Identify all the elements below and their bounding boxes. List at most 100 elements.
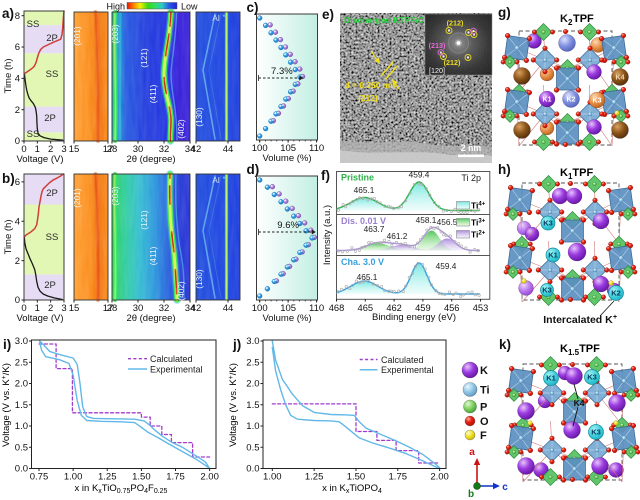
svg-text:K: K (480, 365, 488, 377)
svg-text:d = 0.350 nm: d = 0.350 nm (345, 80, 396, 90)
svg-text:Binding energy (eV): Binding energy (eV) (372, 312, 456, 323)
svg-text:Al: Al (212, 175, 220, 185)
svg-text:SS: SS (46, 69, 59, 80)
svg-text:Cha. 3.0 V: Cha. 3.0 V (341, 257, 384, 267)
svg-text:456: 456 (444, 303, 460, 313)
svg-text:2P: 2P (46, 188, 58, 199)
svg-text:1.25: 1.25 (98, 472, 117, 483)
svg-text:(121): (121) (139, 48, 149, 68)
svg-text:(201): (201) (72, 26, 82, 46)
svg-text:x in KxTiO0.75PO4F0.25: x in KxTiO0.75PO4F0.25 (75, 483, 168, 495)
svg-text:4: 4 (15, 74, 20, 85)
svg-text:Calculated: Calculated (150, 354, 193, 364)
svg-text:SS: SS (27, 129, 40, 140)
svg-text:K1: K1 (546, 374, 556, 383)
svg-text:2P: 2P (44, 113, 56, 124)
svg-text:Experimental: Experimental (381, 365, 434, 375)
svg-text:Ti3+: Ti3+ (471, 218, 486, 228)
svg-text:2.0: 2.0 (15, 379, 28, 390)
svg-text:2 nm: 2 nm (461, 143, 482, 153)
svg-text:a: a (469, 447, 475, 458)
svg-text:42: 42 (191, 144, 202, 155)
svg-text:(402): (402) (176, 281, 186, 301)
svg-text:e): e) (322, 7, 334, 22)
svg-text:459.4: 459.4 (436, 261, 457, 271)
svg-text:34: 34 (185, 303, 196, 314)
svg-text:0.75: 0.75 (30, 472, 49, 483)
svg-text:Calculated: Calculated (381, 355, 424, 365)
svg-text:j): j) (232, 337, 241, 352)
svg-text:f): f) (321, 168, 330, 183)
svg-text:28: 28 (107, 144, 118, 155)
svg-text:+: + (613, 314, 617, 321)
svg-text:(411): (411) (148, 84, 158, 103)
svg-text:30: 30 (133, 144, 144, 155)
svg-text:42: 42 (191, 303, 202, 314)
svg-text:456.5: 456.5 (437, 217, 458, 227)
svg-text:Ti4+: Ti4+ (471, 201, 486, 211)
svg-text:110: 110 (309, 143, 324, 154)
svg-text:K1: K1 (543, 96, 552, 103)
svg-text:b): b) (2, 171, 15, 186)
svg-text:0.0: 0.0 (246, 464, 259, 475)
svg-text:High: High (106, 1, 125, 11)
svg-text:(203): (203) (110, 186, 120, 206)
svg-text:459.4: 459.4 (409, 170, 430, 180)
svg-text:(130): (130) (194, 269, 204, 289)
svg-text:468: 468 (329, 303, 345, 313)
svg-text:44: 44 (223, 144, 234, 155)
svg-text:6: 6 (15, 42, 20, 53)
svg-text:K1TPF: K1TPF (560, 167, 593, 181)
svg-text:0: 0 (21, 303, 26, 314)
svg-text:465.1: 465.1 (357, 272, 378, 282)
svg-text:2.0: 2.0 (246, 379, 259, 390)
svg-text:8: 8 (15, 11, 20, 22)
svg-text:0: 0 (21, 144, 26, 155)
svg-text:2θ (degree): 2θ (degree) (126, 313, 175, 324)
svg-text:9.6%: 9.6% (277, 220, 299, 231)
svg-text:c: c (502, 482, 508, 493)
svg-text:K3: K3 (593, 97, 602, 104)
svg-text:a): a) (2, 6, 14, 21)
svg-text:3.0: 3.0 (246, 336, 259, 347)
svg-text:100: 100 (252, 303, 268, 314)
svg-text:105: 105 (280, 143, 296, 154)
svg-text:2: 2 (48, 303, 53, 314)
svg-text:2θ (degree): 2θ (degree) (126, 154, 175, 165)
svg-text:7.3%: 7.3% (271, 66, 293, 77)
svg-text:(213): (213) (429, 41, 446, 50)
svg-text:0.0: 0.0 (15, 464, 28, 475)
svg-text:32: 32 (159, 303, 170, 314)
svg-text:28: 28 (107, 303, 118, 314)
svg-text:2: 2 (48, 144, 53, 155)
svg-text:Voltage (V): Voltage (V) (17, 154, 64, 165)
svg-text:Al: Al (212, 13, 220, 23)
svg-text:Voltage (V vs. K+/K): Voltage (V vs. K+/K) (228, 363, 239, 447)
svg-text:458.1: 458.1 (416, 215, 437, 225)
svg-text:g): g) (498, 5, 511, 20)
svg-text:465.1: 465.1 (354, 185, 375, 195)
svg-text:Discharged KTPF/C: Discharged KTPF/C (344, 15, 424, 25)
svg-text:1.25: 1.25 (305, 472, 324, 483)
svg-text:15: 15 (69, 303, 80, 314)
svg-text:44: 44 (223, 303, 234, 314)
svg-text:2.5: 2.5 (246, 357, 259, 368)
svg-text:6: 6 (15, 177, 20, 188)
svg-text:1.5: 1.5 (15, 400, 28, 411)
svg-text:2.00: 2.00 (430, 472, 449, 483)
svg-text:(411): (411) (148, 246, 158, 265)
svg-text:(212): (212) (358, 93, 378, 103)
svg-text:(130): (130) (194, 107, 204, 127)
svg-text:0: 0 (15, 136, 20, 147)
svg-text:462: 462 (386, 303, 402, 313)
svg-text:Ti2+: Ti2+ (471, 230, 486, 240)
svg-text:0.5: 0.5 (246, 442, 259, 453)
svg-text:TPF: TPF (573, 13, 594, 25)
svg-text:32: 32 (159, 144, 170, 155)
svg-text:2: 2 (15, 256, 20, 267)
svg-text:K: K (560, 13, 568, 25)
svg-text:K2: K2 (567, 96, 576, 103)
svg-text:k): k) (499, 337, 511, 352)
svg-text:*: * (222, 12, 226, 22)
svg-text:K4: K4 (574, 398, 585, 408)
